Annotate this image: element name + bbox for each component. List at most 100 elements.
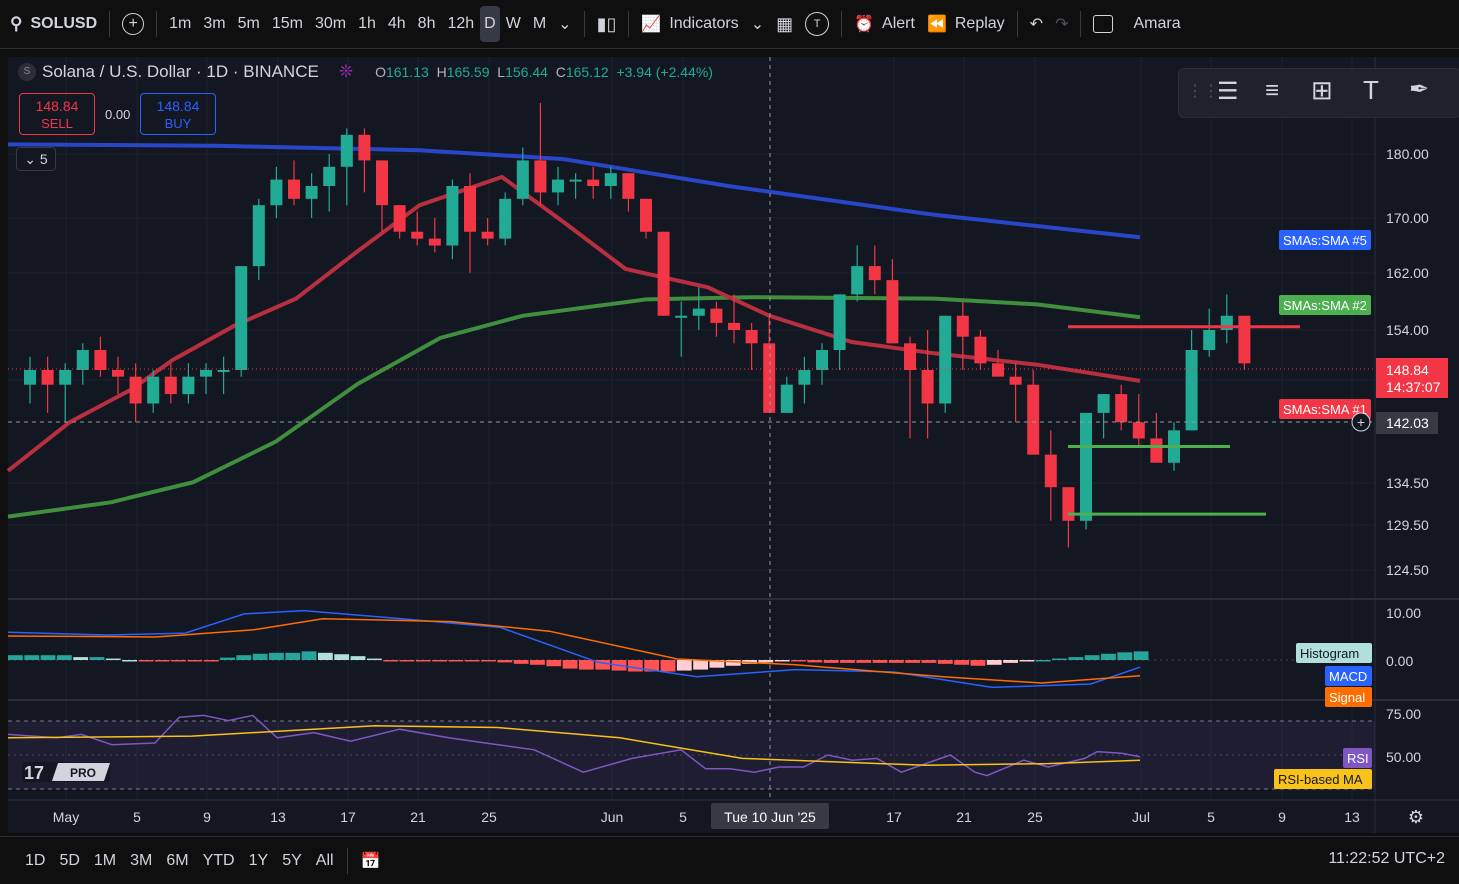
- timeframe-1m[interactable]: 1m: [169, 15, 192, 32]
- symbol-search[interactable]: ⚲ SOLUSD: [0, 6, 103, 42]
- timeframe-12h[interactable]: 12h: [447, 15, 475, 32]
- histogram-bar: [448, 660, 464, 662]
- chart-type-button[interactable]: ▮▯: [591, 6, 623, 42]
- undo-button[interactable]: ↶: [1024, 6, 1049, 42]
- alarm-icon: ⏰: [854, 16, 875, 33]
- timeframe-15m[interactable]: 15m: [271, 15, 303, 32]
- time-tick-label: 17: [340, 809, 356, 825]
- divider: [628, 11, 630, 37]
- candle-body: [833, 294, 846, 350]
- range-all[interactable]: All: [315, 851, 334, 869]
- layouts-button[interactable]: ▦: [770, 6, 799, 42]
- calendar-icon: 📅: [360, 852, 381, 870]
- histogram-bar: [415, 660, 431, 662]
- change-value: +3.94 (+2.44%): [616, 64, 713, 80]
- sync-icon[interactable]: ❊: [338, 62, 354, 81]
- histogram-bar: [334, 654, 350, 660]
- sma-2-line: [7, 295, 1141, 519]
- range-1d[interactable]: 1D: [25, 851, 46, 869]
- divider: [1080, 11, 1082, 37]
- patterns-icon[interactable]: ⊞: [1311, 75, 1333, 105]
- candle: [1115, 384, 1128, 431]
- candle: [604, 166, 617, 199]
- candle-body: [1115, 394, 1128, 423]
- histogram-bar: [301, 651, 317, 660]
- timeframe-d[interactable]: D: [480, 6, 500, 42]
- chevron-down-icon: ⌄: [24, 151, 37, 167]
- templates-button[interactable]: T: [799, 6, 835, 42]
- trend-lines-icon[interactable]: ☰: [1217, 78, 1239, 105]
- drag-handle-icon[interactable]: ⋮⋮: [1187, 83, 1219, 100]
- text-icon[interactable]: T: [1363, 75, 1379, 105]
- add-plus-icon[interactable]: [1351, 412, 1371, 432]
- replay-button[interactable]: ⏪ Replay: [921, 6, 1011, 42]
- price-tick-label: 134.50: [1386, 475, 1429, 491]
- account-name[interactable]: Amara: [1133, 15, 1181, 32]
- sell-button[interactable]: 148.84 SELL: [19, 93, 95, 135]
- range-5d[interactable]: 5D: [59, 851, 80, 869]
- candle-body: [340, 134, 353, 167]
- range-1y[interactable]: 1Y: [248, 851, 269, 869]
- candle-body: [129, 376, 142, 404]
- price-tick-label: 129.50: [1386, 517, 1429, 533]
- settings-gear-icon[interactable]: ⚙: [1408, 807, 1424, 827]
- alert-button[interactable]: ⏰ Alert: [848, 6, 921, 42]
- fib-icon[interactable]: ≡: [1265, 77, 1280, 104]
- timeframe-m[interactable]: M: [532, 15, 547, 32]
- compare-add-button[interactable]: +: [116, 6, 150, 42]
- histogram-bar: [1133, 651, 1149, 660]
- redo-button[interactable]: ↷: [1049, 6, 1074, 42]
- timeframe-1h[interactable]: 1h: [358, 15, 376, 32]
- sma-1-line: [6, 174, 1141, 473]
- clock-timezone[interactable]: 11:22:52 UTC+2: [1328, 850, 1445, 867]
- fullscreen-button[interactable]: [1087, 6, 1119, 42]
- histogram-tag: Histogram: [1300, 646, 1359, 661]
- range-1m[interactable]: 1M: [93, 851, 117, 869]
- brush-icon[interactable]: ✒: [1409, 76, 1430, 103]
- template-icon: T: [805, 12, 830, 36]
- histogram-bar: [73, 657, 89, 660]
- macd-tag: MACD: [1329, 669, 1367, 684]
- candle-body: [464, 186, 476, 232]
- candle: [59, 363, 72, 423]
- close-value: 165.12: [565, 64, 609, 80]
- candle-body: [235, 266, 248, 370]
- candle: [446, 179, 459, 260]
- time-tick-label: 13: [1344, 809, 1360, 825]
- candle-body: [992, 363, 1004, 377]
- histogram-bar: [970, 660, 986, 666]
- rsi-line: [7, 714, 1141, 777]
- indicators-dropdown[interactable]: ⌄: [745, 6, 770, 42]
- candle-body: [675, 315, 688, 318]
- timeframe-4h[interactable]: 4h: [387, 15, 406, 32]
- candle-body: [886, 280, 899, 344]
- rsi-tag-bg: [1343, 748, 1372, 768]
- search-icon: ⚲: [10, 14, 23, 33]
- histogram-bar: [1019, 660, 1035, 662]
- histogram-bar: [595, 660, 611, 670]
- divider: [109, 11, 111, 37]
- histogram-bar: [986, 660, 1002, 665]
- indicators-button[interactable]: 📈 Indicators: [635, 6, 744, 42]
- bottom-toolbar: 1D 5D 1M 3M 6M YTD 1Y 5Y All 📅: [0, 836, 1459, 884]
- timeframe-8h[interactable]: 8h: [417, 15, 436, 32]
- indicator-collapse-button[interactable]: ⌄ 5: [16, 147, 56, 171]
- range-ytd[interactable]: YTD: [202, 851, 235, 869]
- buy-button[interactable]: 148.84 BUY: [140, 93, 216, 135]
- range-5y[interactable]: 5Y: [282, 851, 302, 869]
- timeframe-dropdown[interactable]: ⌄: [552, 6, 577, 42]
- range-3m[interactable]: 3M: [130, 851, 153, 869]
- timeframe-w[interactable]: W: [505, 15, 521, 32]
- range-6m[interactable]: 6M: [166, 851, 189, 869]
- timeframe-5m[interactable]: 5m: [237, 15, 260, 32]
- candle: [94, 336, 107, 377]
- candle: [640, 198, 652, 239]
- date-range-button[interactable]: 📅: [354, 851, 388, 871]
- histogram-bar: [1003, 660, 1018, 663]
- tradingview-pro-logo: 17 PRO: [22, 762, 110, 783]
- timeframe-30m[interactable]: 30m: [314, 15, 347, 32]
- symbol-title[interactable]: Solana / U.S. Dollar · 1D · BINANCE: [42, 62, 319, 81]
- timeframe-3m[interactable]: 3m: [203, 15, 226, 32]
- histogram-bar: [1101, 653, 1116, 660]
